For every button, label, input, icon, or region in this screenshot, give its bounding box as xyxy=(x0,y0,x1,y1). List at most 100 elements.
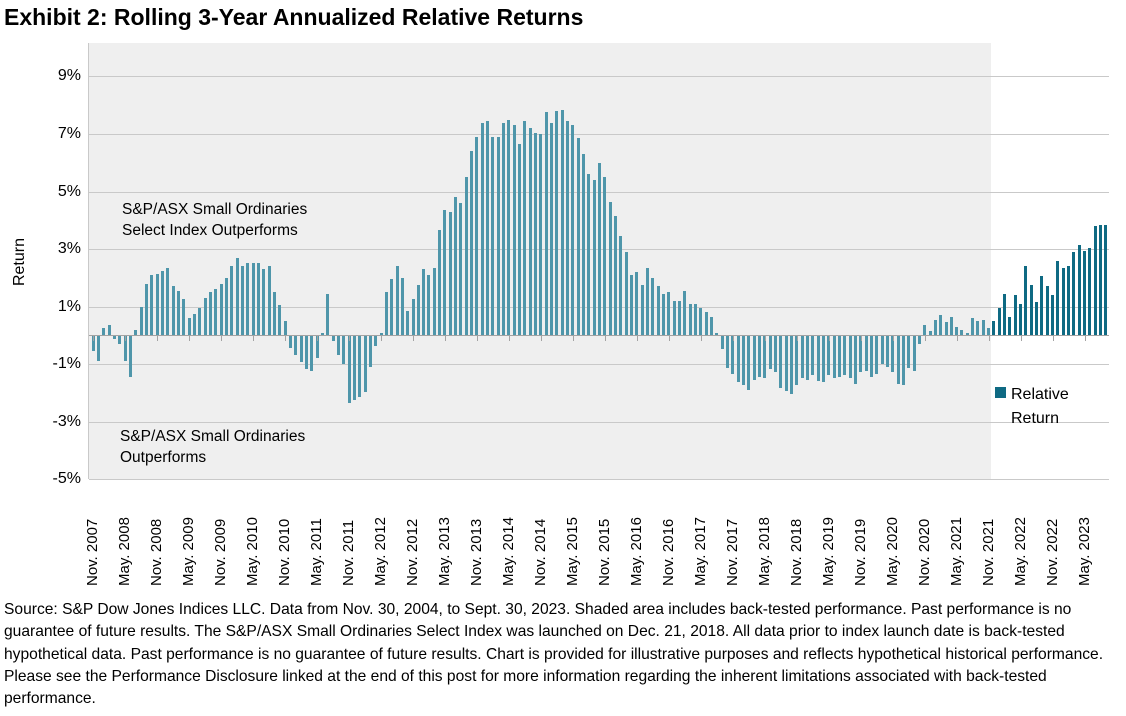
bar-live xyxy=(1056,260,1060,336)
bar-live xyxy=(1003,293,1007,336)
bar-backtested xyxy=(651,277,655,336)
bar-backtested xyxy=(672,300,676,336)
bar-backtested xyxy=(939,315,943,336)
bar-backtested xyxy=(310,336,314,371)
bar-backtested xyxy=(576,138,580,336)
source-note: Source: S&P Dow Jones Indices LLC. Data … xyxy=(4,601,1104,708)
x-tick-label: Nov. 2018 xyxy=(787,518,805,586)
bar-backtested xyxy=(704,312,708,336)
y-axis-title: Return xyxy=(11,237,28,287)
x-tick-label: May. 2009 xyxy=(180,517,198,586)
bar-backtested xyxy=(331,336,335,341)
bar-live xyxy=(1008,316,1012,336)
x-tick-mark xyxy=(1020,336,1022,342)
bar-live xyxy=(997,308,1001,336)
bar-backtested xyxy=(480,122,484,336)
bar-backtested xyxy=(235,257,239,336)
bar-backtested xyxy=(272,292,276,336)
bar-backtested xyxy=(789,336,793,394)
bar-backtested xyxy=(960,329,964,336)
bar-backtested xyxy=(901,336,905,386)
bar-backtested xyxy=(443,210,447,336)
bar-backtested xyxy=(853,336,857,384)
x-tick-mark xyxy=(828,336,830,342)
bar-backtested xyxy=(896,336,900,384)
bar-backtested xyxy=(432,267,436,336)
bar-backtested xyxy=(192,313,196,336)
bar-backtested xyxy=(518,144,522,336)
x-tick-label: May. 2015 xyxy=(563,517,581,586)
x-tick-label: Nov. 2009 xyxy=(212,518,230,586)
bar-backtested xyxy=(454,197,458,336)
bar-backtested xyxy=(315,336,319,358)
bar-backtested xyxy=(294,336,298,356)
bar-backtested xyxy=(528,128,532,336)
bar-backtested xyxy=(923,325,927,336)
bar-backtested xyxy=(683,290,687,336)
bar-backtested xyxy=(299,336,303,363)
bar-backtested xyxy=(912,336,916,371)
bar-live xyxy=(1077,244,1081,336)
bar-backtested xyxy=(763,336,767,379)
bar-backtested xyxy=(198,308,202,336)
bar-backtested xyxy=(773,336,777,373)
gridline--1% xyxy=(89,364,1109,366)
bar-backtested xyxy=(123,336,127,361)
bar-backtested xyxy=(699,308,703,336)
bar-backtested xyxy=(768,336,772,370)
bar-chart: 9% 7% 5% 3% 1% -1% -3% -5% Nov. 2007 May. 2008 No… xyxy=(11,43,1109,586)
bar-backtested xyxy=(933,319,937,336)
bar-backtested xyxy=(288,336,292,348)
x-tick-mark xyxy=(93,336,95,342)
bar-backtested xyxy=(646,267,650,336)
bar-backtested xyxy=(427,274,431,336)
x-tick-mark xyxy=(189,336,191,342)
bar-backtested xyxy=(592,180,596,336)
bar-backtested xyxy=(379,332,383,336)
bar-backtested xyxy=(219,283,223,336)
legend-label: Relative Return xyxy=(1011,386,1069,427)
bar-backtested xyxy=(336,336,340,356)
x-tick-label: May. 2021 xyxy=(947,517,965,586)
bar-backtested xyxy=(560,109,564,336)
x-tick-label: Nov. 2012 xyxy=(404,518,421,586)
x-tick-label: Nov. 2015 xyxy=(595,518,613,586)
bar-backtested xyxy=(113,336,117,340)
bar-backtested xyxy=(544,112,548,336)
x-tick-label: Nov. 2020 xyxy=(915,518,933,586)
bar-backtested xyxy=(470,151,474,336)
bar-backtested xyxy=(630,274,634,336)
bar-backtested xyxy=(971,318,975,336)
bar-backtested xyxy=(603,177,607,336)
x-tick-mark xyxy=(349,336,351,342)
x-tick-label: Nov. 2017 xyxy=(723,518,741,586)
bar-backtested xyxy=(736,336,740,383)
bar-live xyxy=(1029,285,1033,336)
bar-live xyxy=(1083,250,1087,336)
bar-live xyxy=(1040,276,1044,336)
bar-backtested xyxy=(619,236,623,336)
bar-backtested xyxy=(523,121,527,336)
bar-live xyxy=(1067,266,1071,336)
bar-backtested xyxy=(102,328,106,336)
annotation-select-index-outperforms: S&P/ASX Small Ordinaries Select Index Ou… xyxy=(122,201,308,239)
bar-backtested xyxy=(965,332,969,336)
x-tick-label: May. 2011 xyxy=(308,518,326,586)
bar-backtested xyxy=(715,332,719,336)
gridline-7% xyxy=(89,134,1109,135)
bar-backtested xyxy=(230,266,234,336)
bar-backtested xyxy=(662,293,665,336)
x-tick-mark xyxy=(221,336,223,342)
bar-live xyxy=(1099,224,1103,336)
x-tick-label: May. 2020 xyxy=(883,517,901,586)
bar-backtested xyxy=(267,266,271,336)
bar-backtested xyxy=(720,336,724,350)
bar-backtested xyxy=(240,266,244,336)
page-title: Exhibit 2: Rolling 3-Year Annualized Rel… xyxy=(4,4,584,30)
y-tick-label: 3% xyxy=(57,240,81,258)
bar-backtested xyxy=(358,336,362,397)
bar-backtested xyxy=(512,125,516,336)
bar-live xyxy=(1051,295,1055,336)
bar-backtested xyxy=(97,336,101,361)
x-tick-mark xyxy=(764,336,766,342)
